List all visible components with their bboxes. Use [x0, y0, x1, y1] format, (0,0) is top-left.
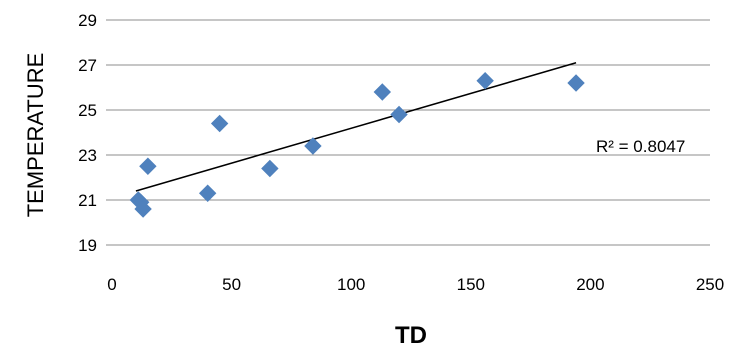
data-point	[198, 184, 217, 202]
data-point	[134, 200, 152, 218]
data-point	[304, 137, 322, 155]
r-squared-annotation: R² = 0.8047	[596, 137, 685, 156]
data-point	[139, 157, 157, 175]
y-tick-label-1: 21	[78, 191, 97, 210]
data-point	[373, 83, 392, 101]
x-tick-label-0: 0	[107, 275, 116, 294]
x-axis-title: TD	[395, 322, 427, 349]
y-tick-label-4: 27	[78, 56, 97, 75]
y-axis-title: TEMPERATURE	[23, 53, 48, 218]
trendline-layer	[135, 62, 577, 192]
grid-layer	[112, 19, 710, 246]
x-tick-label-2: 100	[337, 275, 365, 294]
x-tick-label-5: 250	[696, 275, 724, 294]
y-tick-label-3: 25	[78, 101, 97, 120]
points-layer	[129, 72, 585, 218]
trendline	[135, 62, 577, 192]
data-point	[476, 72, 494, 90]
y-tick-label-5: 29	[78, 11, 97, 30]
x-tick-label-4: 200	[576, 275, 604, 294]
tick-layer: 19 21 23 25 27 29 0 50 100 150 200 250	[78, 11, 724, 294]
x-tick-label-3: 150	[457, 275, 485, 294]
y-tick-label-2: 23	[78, 146, 97, 165]
x-tick-label-1: 50	[222, 275, 241, 294]
y-tick-label-0: 19	[78, 236, 97, 255]
data-point	[210, 114, 229, 133]
data-point	[567, 74, 585, 92]
data-point	[390, 105, 408, 124]
data-point	[261, 159, 279, 178]
